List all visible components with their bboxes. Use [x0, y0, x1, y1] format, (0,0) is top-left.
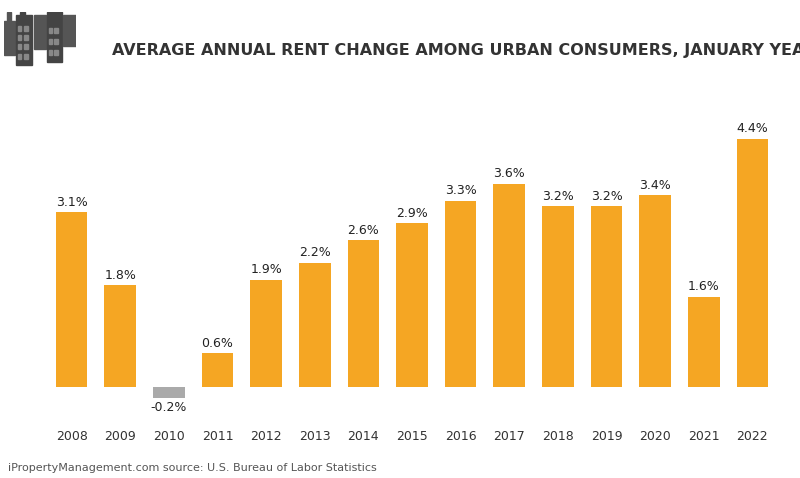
Text: 3.2%: 3.2% [590, 190, 622, 203]
Text: 3.4%: 3.4% [639, 179, 671, 192]
Text: 1.6%: 1.6% [688, 280, 720, 293]
Text: -0.2%: -0.2% [150, 402, 187, 414]
Text: 4.4%: 4.4% [737, 122, 768, 135]
Bar [54, 28, 58, 33]
Bar [18, 54, 22, 59]
Bar [24, 44, 28, 49]
Text: 1.8%: 1.8% [104, 269, 136, 282]
Bar [347, 240, 379, 387]
Text: 3.1%: 3.1% [56, 196, 87, 208]
Bar [153, 387, 185, 398]
Text: 1.9%: 1.9% [250, 263, 282, 276]
Bar [56, 212, 87, 387]
Text: 3.3%: 3.3% [445, 184, 477, 197]
Bar [51, 9, 57, 12]
Bar [63, 15, 76, 46]
Bar [16, 15, 32, 65]
Bar [494, 184, 525, 387]
Bar [34, 15, 46, 49]
Bar [105, 285, 136, 387]
Bar [18, 35, 22, 40]
Text: 3.6%: 3.6% [494, 167, 525, 180]
Bar [639, 195, 671, 387]
Bar [54, 51, 58, 55]
Bar [250, 280, 282, 387]
Bar [49, 28, 52, 33]
Text: 3.2%: 3.2% [542, 190, 574, 203]
Bar [688, 296, 719, 387]
Text: 2.6%: 2.6% [347, 224, 379, 237]
Bar [47, 12, 62, 62]
Bar [24, 54, 28, 59]
Bar [54, 39, 58, 44]
Bar [24, 35, 28, 40]
Bar [18, 44, 22, 49]
Bar [18, 26, 22, 31]
Bar [299, 263, 330, 387]
Text: 2.2%: 2.2% [299, 246, 330, 259]
Bar [49, 39, 52, 44]
Bar [590, 206, 622, 387]
Bar [542, 206, 574, 387]
Text: 2.9%: 2.9% [396, 207, 428, 220]
Bar [49, 51, 52, 55]
Bar [20, 12, 25, 15]
Bar [737, 139, 768, 387]
Bar [24, 26, 28, 31]
Bar [4, 22, 15, 55]
Bar [7, 12, 11, 22]
Bar [202, 353, 234, 387]
Text: AVERAGE ANNUAL RENT CHANGE AMONG URBAN CONSUMERS, JANUARY YEAR-OVER-YEAR: AVERAGE ANNUAL RENT CHANGE AMONG URBAN C… [112, 43, 800, 58]
Bar [445, 201, 477, 387]
Text: iPropertyManagement.com source: U.S. Bureau of Labor Statistics: iPropertyManagement.com source: U.S. Bur… [8, 463, 377, 473]
Bar [396, 223, 428, 387]
Text: 0.6%: 0.6% [202, 337, 234, 349]
